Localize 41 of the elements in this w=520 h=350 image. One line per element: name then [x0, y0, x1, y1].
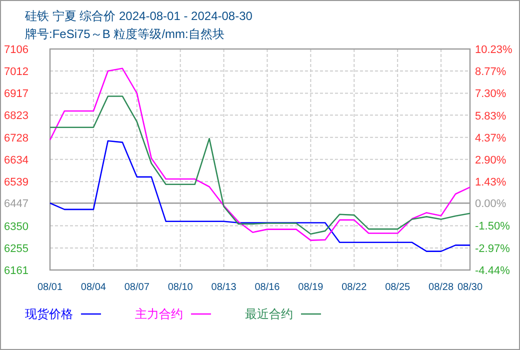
y2-tick-label: 8.77%	[475, 66, 506, 78]
legend-label: 现货价格	[25, 307, 73, 321]
y-tick-label: 7012	[4, 66, 28, 78]
y2-tick-label: 4.37%	[475, 132, 506, 144]
x-tick-label: 08/07	[124, 282, 150, 293]
y-tick-label: 7106	[4, 44, 28, 56]
y2-tick-label: 7.30%	[475, 88, 506, 100]
x-tick-label: 08/25	[385, 282, 411, 293]
chart-subtitle: 牌号:FeSi75～B 粒度等级/mm:自然块	[25, 27, 224, 41]
x-tick-label: 08/30	[457, 282, 483, 293]
y-tick-label: 6447	[4, 198, 28, 210]
y-tick-label: 6728	[4, 132, 28, 144]
y-tick-label: 6161	[4, 265, 28, 277]
y-tick-label: 6539	[4, 176, 28, 189]
y2-tick-label: 5.83%	[475, 110, 506, 122]
y-tick-label: 6255	[4, 243, 28, 256]
y2-tick-label: -2.97%	[475, 242, 510, 255]
y2-tick-label: -4.44%	[475, 265, 510, 277]
x-tick-label: 08/19	[298, 282, 324, 293]
x-tick-label: 08/04	[80, 282, 106, 293]
y2-tick-label: 1.43%	[475, 176, 506, 189]
x-tick-label: 08/22	[342, 282, 368, 293]
x-tick-label: 08/16	[254, 282, 280, 293]
y-tick-label: 6823	[4, 110, 28, 122]
x-tick-label: 08/10	[168, 282, 194, 293]
y2-tick-label: 0.00%	[475, 198, 506, 210]
y-tick-label: 6350	[4, 220, 28, 233]
x-tick-label: 08/28	[428, 282, 454, 293]
line-series	[49, 68, 471, 241]
y2-tick-label: -1.50%	[475, 220, 510, 233]
chart-title: 硅铁 宁夏 综合价 2024-08-01 - 2024-08-30	[24, 9, 253, 23]
y2-tick-label: 2.90%	[475, 154, 506, 166]
y2-tick-label: 10.23%	[475, 44, 513, 56]
line-series	[49, 140, 471, 252]
y-tick-label: 6634	[4, 154, 28, 166]
line-series	[49, 96, 471, 235]
x-tick-label: 08/13	[211, 282, 237, 293]
y-tick-label: 6917	[4, 88, 28, 100]
legend-label: 最近合约	[245, 307, 293, 321]
legend-label: 主力合约	[135, 307, 183, 321]
x-tick-label: 08/01	[37, 282, 63, 293]
